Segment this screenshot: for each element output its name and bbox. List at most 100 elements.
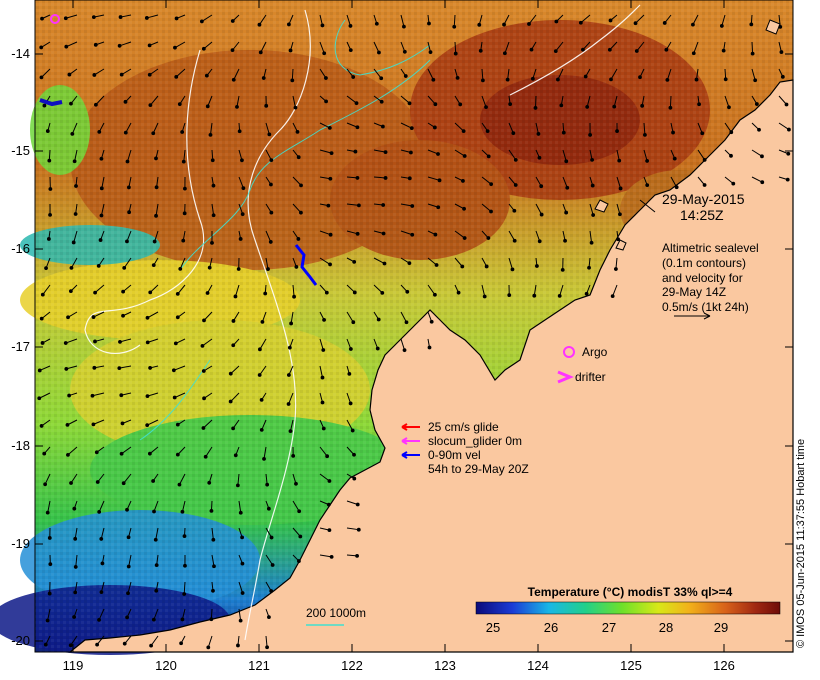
velocity-arrow-head [609,77,613,82]
velocity-arrow [146,14,159,19]
velocity-arrow [589,203,594,216]
velocity-arrow [400,122,412,129]
velocity-arrow-head [45,129,50,133]
velocity-arrow [174,41,186,49]
velocity-arrow [260,41,267,53]
velocity-arrow [98,500,105,513]
x-tick-label: 121 [248,658,270,673]
velocity-arrow-head [231,319,236,323]
velocity-arrow-head [178,266,183,271]
velocity-arrow-head [93,290,97,295]
velocity-arrow-head [289,321,294,326]
plot-area [0,0,794,655]
velocity-arrow-head [410,232,415,237]
velocity-arrow [346,14,351,27]
velocity-arrow-head [721,48,726,53]
velocity-arrow-head [588,133,592,137]
velocity-arrow-head [181,238,186,243]
velocity-arrow-head [202,396,206,401]
velocity-arrow-head [99,213,104,218]
y-tick-label: -17 [11,339,30,354]
velocity-arrow [454,230,465,239]
velocity-arrow [265,230,272,243]
velocity-arrow-head [99,590,104,595]
y-tick-label: -16 [11,241,30,256]
velocity-arrow [42,284,51,295]
y-tick-label: -18 [11,438,30,453]
velocity-arrow-head [322,318,326,322]
velocity-arrow-head [175,292,180,296]
velocity-arrow-head [727,105,731,110]
velocity-arrow [535,203,543,215]
velocity-arrow-head [238,510,243,515]
velocity-arrow-head [259,397,264,402]
velocity-arrow-head [119,451,124,456]
drifter-legend-icon [557,370,574,384]
velocity-arrow-head [320,375,325,380]
velocity-arrow [123,257,132,269]
velocity-arrow-head [433,292,437,297]
velocity-arrow-head [437,178,442,183]
velocity-arrow-head [211,183,216,188]
velocity-arrow [95,95,105,106]
velocity-arrow-head [153,537,158,542]
velocity-arrow-head [355,176,360,180]
velocity-arrow-head [241,186,246,191]
velocity-arrow [288,392,294,405]
velocity-arrow-head [535,264,539,268]
velocity-arrow-head [72,159,77,164]
velocity-arrow-head [297,509,302,514]
velocity-arrow-head [356,527,361,532]
velocity-arrow-head [505,77,510,82]
velocity-arrow-head [99,186,104,191]
velocity-arrow-head [151,617,156,622]
velocity-arrow [643,122,646,135]
velocity-arrow-head [433,102,438,107]
velocity-arrow-head [180,509,185,514]
velocity-arrow [508,257,513,270]
velocity-arrow [346,95,357,104]
velocity-arrow [65,338,78,344]
velocity-arrow-head [288,429,293,434]
velocity-arrow [693,41,699,54]
velocity-arrow [346,203,359,206]
velocity-arrow-head [508,102,513,107]
velocity-arrow-head [148,366,153,370]
velocity-arrow [128,554,132,567]
velocity-arrow-head [90,393,95,398]
velocity-arrow-head [352,476,357,481]
velocity-arrow-head [557,293,562,298]
velocity-arrow-head [321,348,326,352]
velocity-arrow-head [235,483,240,488]
velocity-arrow-head [348,48,353,53]
velocity-arrow [373,149,386,153]
plot-frame [34,0,794,653]
velocity-arrow-head [407,261,412,266]
velocity-arrow-head [97,510,102,514]
velocity-arrow-head [691,51,696,56]
colorbar-tick: 27 [602,620,616,635]
velocity-arrow-head [123,99,128,104]
x-axis: 119 120 121 122 123 124 125 126 [63,0,735,673]
velocity-arrow [373,41,380,53]
velocity-arrow [259,14,267,25]
velocity-arrow-head [489,182,494,187]
velocity-arrow [751,41,754,54]
velocity-arrow [98,608,105,621]
velocity-arrow-head [510,267,515,272]
velocity-arrow-head [327,528,332,532]
velocity-arrow-head [347,371,352,376]
velocity-arrow-head [700,131,705,136]
velocity-arrow-head [148,290,153,295]
velocity-arrow-head [408,150,413,155]
velocity-arrow [265,149,272,161]
velocity-arrow-head [97,129,102,134]
velocity-arrow-head [480,78,485,83]
velocity-arrow-head [265,482,270,487]
velocity-arrow [319,473,330,482]
velocity-arrow-head [482,294,487,299]
velocity-arrow [427,284,436,296]
svg-text:29-May 14Z: 29-May 14Z [662,285,726,299]
velocity-arrow-head [453,51,458,56]
